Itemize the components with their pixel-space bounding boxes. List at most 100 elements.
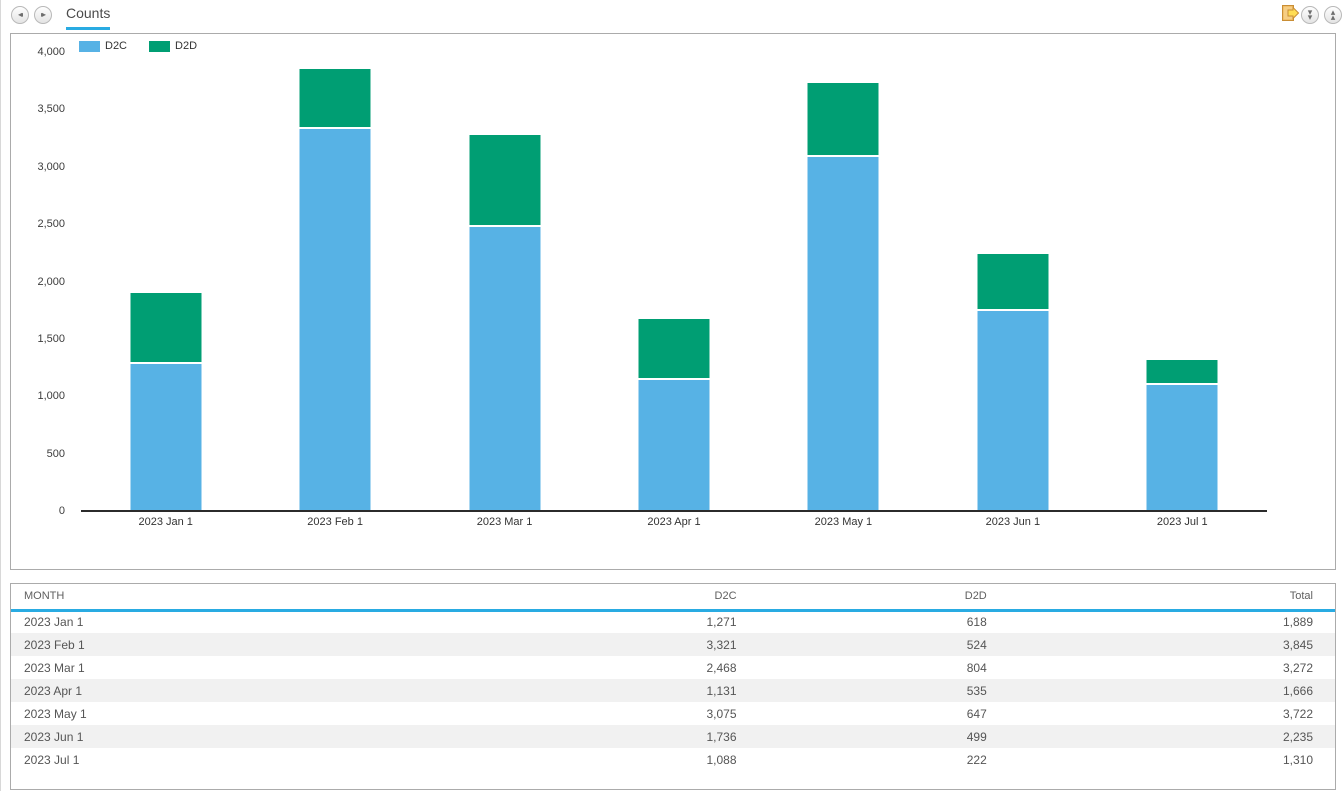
- y-axis-tick-label: 3,000: [37, 160, 65, 173]
- d2d-cell: 524: [966, 637, 987, 652]
- column-header-d2c[interactable]: D2C: [540, 584, 737, 612]
- bar-segment-d2d[interactable]: [638, 318, 710, 381]
- x-axis-tick-label: 2023 Apr 1: [647, 516, 701, 528]
- table-row[interactable]: 2023 Apr 1 1,131 535 1,666: [11, 679, 1335, 702]
- d2c-cell: 3,321: [706, 637, 737, 652]
- y-axis-tick-label: 4,000: [37, 46, 65, 58]
- month-cell: 2023 May 1: [24, 706, 87, 721]
- y-axis-tick-label: 3,500: [37, 103, 65, 116]
- bar-segment-d2c[interactable]: [130, 364, 202, 510]
- tab-counts-label: Counts: [66, 5, 111, 21]
- d2c-cell: 1,271: [706, 615, 737, 630]
- data-table: MONTH D2C D2D Total 2023 Jan 1 1,271 618 1,…: [11, 584, 1335, 771]
- table-row[interactable]: 2023 Feb 1 3,321 524 3,845: [11, 633, 1335, 656]
- bar-segment-d2c[interactable]: [299, 128, 371, 510]
- total-cell: 3,722: [1282, 706, 1313, 721]
- export-icon: [1282, 5, 1300, 21]
- bar-group: 2023 May 1: [759, 53, 928, 528]
- total-cell: 2,235: [1282, 729, 1313, 744]
- chart-legend: D2C D2D: [79, 40, 197, 52]
- legend-item-d2c[interactable]: D2C: [79, 40, 127, 52]
- month-cell: 2023 Mar 1: [24, 660, 85, 675]
- bar: [130, 293, 202, 510]
- collapse-all-button[interactable]: ▾ ▾: [1301, 6, 1319, 24]
- d2d-cell: 499: [966, 729, 987, 744]
- y-axis-tick-label: 2,500: [37, 218, 65, 231]
- bar: [469, 134, 541, 510]
- d2c-cell: 1,131: [706, 683, 737, 698]
- d2d-cell: 618: [966, 615, 987, 630]
- d2c-cell: 1,088: [706, 752, 737, 767]
- bar-segment-d2d[interactable]: [1146, 359, 1218, 386]
- y-axis-tick-label: 2,000: [37, 275, 65, 288]
- export-button[interactable]: [1282, 4, 1300, 22]
- d2d-cell: 222: [966, 752, 987, 767]
- bar: [1146, 359, 1218, 510]
- bar-segment-d2c[interactable]: [1146, 385, 1218, 510]
- d2d-cell: 647: [966, 706, 987, 721]
- y-axis-tick-label: 0: [58, 505, 65, 517]
- y-axis-tick-label: 1,000: [37, 390, 65, 403]
- bar: [638, 318, 710, 510]
- fast-forward-button[interactable]: ▸▸: [34, 6, 52, 24]
- tab-counts[interactable]: Counts: [66, 5, 111, 30]
- bar-segment-d2c[interactable]: [638, 380, 710, 510]
- total-cell: 1,889: [1282, 615, 1313, 630]
- data-table-panel: MONTH D2C D2D Total 2023 Jan 1 1,271 618 1,…: [10, 583, 1336, 790]
- bar-segment-d2d[interactable]: [469, 134, 541, 227]
- d2c-cell: 2,468: [706, 660, 737, 675]
- legend-label: D2D: [175, 40, 198, 52]
- month-cell: 2023 Jun 1: [24, 729, 84, 744]
- bar: [977, 253, 1049, 510]
- bar-group: 2023 Jun 1: [928, 53, 1097, 528]
- month-cell: 2023 Jan 1: [24, 615, 84, 630]
- bar-segment-d2c[interactable]: [469, 226, 541, 510]
- y-axis-tick-label: 500: [46, 447, 65, 460]
- bar-group: 2023 Apr 1: [589, 53, 758, 528]
- table-row[interactable]: 2023 Jun 1 1,736 499 2,235: [11, 725, 1335, 748]
- plot-area: 2023 Jan 1 2023 Feb 1 2023 Mar 1 2023 Apr 1…: [81, 53, 1267, 528]
- expand-all-button[interactable]: ▴ ▴: [1324, 6, 1342, 24]
- legend-swatch-d2c: [79, 40, 100, 52]
- y-axis: 0 500 1,000 1,500 2,000 2,500 3,000 3,500 4,000: [11, 46, 73, 517]
- d2c-cell: 1,736: [706, 729, 737, 744]
- total-cell: 3,845: [1282, 637, 1313, 652]
- total-cell: 1,310: [1282, 752, 1313, 767]
- legend-swatch-d2d: [149, 40, 171, 52]
- bar-segment-d2d[interactable]: [977, 253, 1049, 311]
- d2c-cell: 3,075: [706, 706, 737, 721]
- y-axis-tick-label: 1,500: [37, 332, 65, 345]
- column-header-total[interactable]: Total: [986, 584, 1335, 612]
- bar: [807, 82, 879, 510]
- bar-group: 2023 Mar 1: [420, 53, 589, 528]
- table-row[interactable]: 2023 Jan 1 1,271 618 1,889: [11, 610, 1335, 633]
- bar-segment-d2c[interactable]: [807, 157, 879, 510]
- bar: [299, 68, 371, 510]
- x-axis-tick-label: 2023 Jun 1: [985, 516, 1041, 528]
- table-body: 2023 Jan 1 1,271 618 1,889 2023 Feb 1 3,321 52…: [11, 610, 1335, 771]
- table-row[interactable]: 2023 Jul 1 1,088 222 1,310: [11, 748, 1335, 771]
- toolbar: ◂◂ ▸▸ Counts ▾ ▾ ▴ ▴: [1, 0, 1343, 33]
- d2d-cell: 535: [966, 683, 987, 698]
- x-axis-tick-label: 2023 Jul 1: [1156, 516, 1208, 528]
- bar-segment-d2d[interactable]: [807, 82, 879, 158]
- month-cell: 2023 Feb 1: [24, 637, 85, 652]
- legend-item-d2d[interactable]: D2D: [149, 40, 197, 52]
- column-header-d2d[interactable]: D2D: [736, 584, 987, 612]
- x-axis-tick-label: 2023 Jan 1: [138, 516, 193, 528]
- rewind-button[interactable]: ◂◂: [11, 6, 29, 24]
- column-header-month[interactable]: MONTH: [11, 584, 541, 612]
- x-axis-tick-label: 2023 Feb 1: [307, 516, 363, 528]
- bar-segment-d2c[interactable]: [977, 310, 1049, 510]
- expand-all-icon: ▴ ▴: [1330, 7, 1336, 22]
- table-header-row: MONTH D2C D2D Total: [11, 584, 1335, 612]
- table-row[interactable]: 2023 May 1 3,075 647 3,722: [11, 702, 1335, 725]
- table-row[interactable]: 2023 Mar 1 2,468 804 3,272: [11, 656, 1335, 679]
- collapse-all-icon: ▾ ▾: [1307, 7, 1313, 22]
- bar-segment-d2d[interactable]: [130, 293, 202, 365]
- bar-segment-d2d[interactable]: [299, 68, 371, 129]
- chart-panel: D2C D2D 0 500 1,000 1,500 2,000 2,500 3,000 3,50…: [10, 33, 1336, 570]
- bar-group: 2023 Jan 1: [81, 53, 250, 528]
- month-cell: 2023 Jul 1: [24, 752, 80, 767]
- total-cell: 3,272: [1282, 660, 1313, 675]
